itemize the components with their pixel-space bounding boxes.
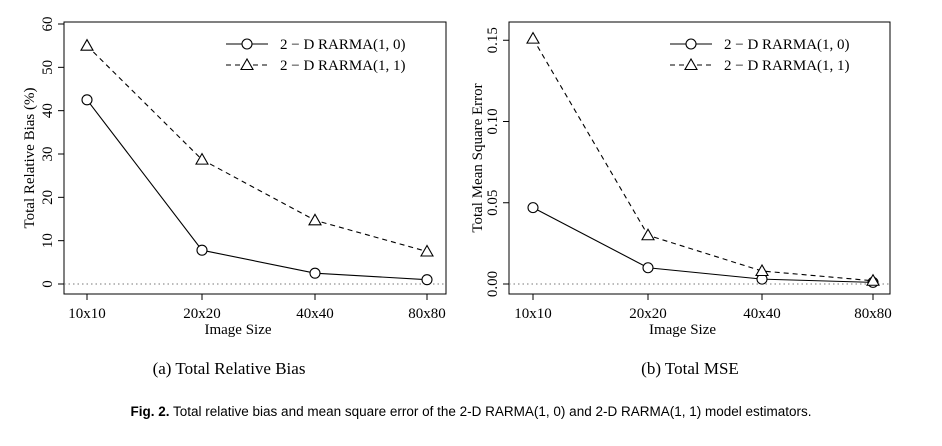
figure-caption: Fig. 2. Total relative bias and mean squ…	[0, 404, 942, 419]
legend-marker-triangle	[684, 57, 698, 71]
x-tick-label: 80x80	[408, 306, 446, 322]
data-point-triangle	[80, 38, 94, 51]
chart-panel-1: 0 10 20 30 40 50 60 10x10 20x20 40x40 80x80 Image S…	[22, 17, 447, 378]
series-line-1	[86, 99, 428, 281]
series-line-2	[86, 45, 428, 253]
y-tick-label: 30	[40, 147, 56, 162]
data-point-circle	[642, 262, 654, 274]
data-point-circle	[527, 202, 539, 214]
y-tick-label: 0.10	[485, 108, 501, 134]
caption-text: Total relative bias and mean square erro…	[169, 404, 812, 419]
x-tick-label: 10x10	[514, 306, 552, 322]
data-point-triangle	[641, 228, 655, 241]
y-tick-label: 0.05	[485, 190, 501, 216]
subfigure-caption: (b) Total MSE	[641, 359, 739, 378]
data-point-triangle	[866, 273, 880, 286]
x-tick-label: 20x20	[183, 306, 221, 322]
data-point-triangle	[308, 213, 322, 226]
y-tick-label: 20	[40, 190, 56, 205]
plot-frame	[63, 21, 447, 295]
data-point-circle	[196, 244, 208, 256]
series-line-1	[532, 207, 874, 283]
y-tick-label: 50	[40, 60, 56, 75]
y-tick-label: 40	[40, 103, 56, 118]
legend-label-1: 2 − D RARMA(1, 0)	[724, 37, 850, 53]
data-point-triangle	[420, 244, 434, 257]
series-line-2	[532, 38, 874, 282]
x-tick-label: 40x40	[296, 306, 334, 322]
y-tick-label: 60	[40, 17, 56, 32]
legend-marker-triangle	[240, 57, 254, 71]
y-tick-label: 0.00	[485, 271, 501, 297]
y-tick-label: 0	[40, 280, 56, 288]
data-point-triangle	[755, 263, 769, 277]
y-axis-label: Total Mean Square Error	[470, 83, 486, 232]
x-tick-label: 40x40	[743, 306, 781, 322]
x-tick-label: 80x80	[854, 306, 892, 322]
x-tick-label: 10x10	[68, 306, 106, 322]
data-point-triangle	[195, 152, 209, 165]
plot-frame	[508, 21, 891, 295]
chart-panel-2: 0.00 0.05 0.10 0.15 10x10 20x20 40x40 80x80 Imag…	[470, 21, 892, 378]
legend-marker-circle	[241, 38, 253, 50]
x-tick-label: 20x20	[629, 306, 667, 322]
subfigure-caption: (a) Total Relative Bias	[153, 359, 306, 378]
x-axis-label: Image Size	[204, 322, 271, 338]
data-point-circle	[81, 94, 93, 106]
y-tick-label: 0.15	[485, 27, 501, 53]
x-axis-label: Image Size	[649, 322, 716, 338]
legend-marker-circle	[685, 38, 697, 50]
y-axis-label: Total Relative Bias (%)	[22, 88, 38, 229]
data-point-circle	[421, 274, 433, 286]
y-tick-label: 10	[40, 233, 56, 248]
legend-label-1: 2 − D RARMA(1, 0)	[280, 37, 406, 53]
legend-label-2: 2 − D RARMA(1, 1)	[724, 58, 850, 74]
caption-label: Fig. 2.	[130, 404, 170, 419]
data-point-triangle	[526, 31, 540, 44]
data-point-circle	[309, 267, 321, 279]
legend-label-2: 2 − D RARMA(1, 1)	[280, 58, 406, 74]
